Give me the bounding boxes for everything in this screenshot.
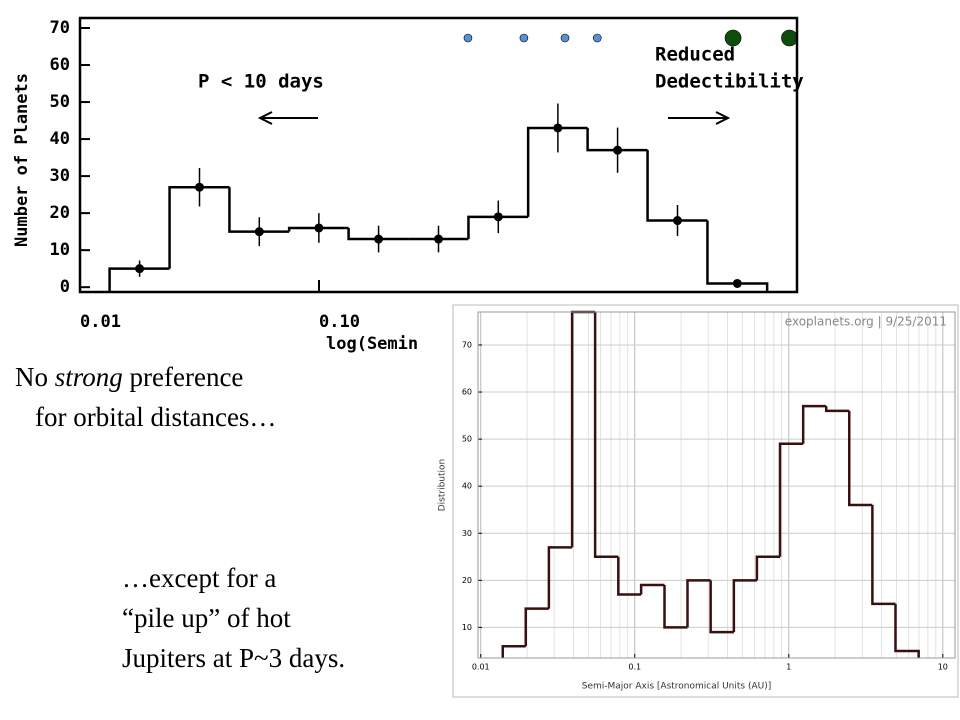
histogram-step — [871, 505, 896, 606]
x-tick-label: 0.01 — [472, 663, 490, 672]
y-tick-label: 50 — [462, 435, 472, 444]
data-point — [254, 227, 264, 237]
note-line: No strong preference — [15, 357, 276, 397]
histogram-step — [646, 150, 708, 222]
histogram-step — [709, 580, 734, 634]
emphasis: strong — [54, 362, 123, 392]
y-tick-label: 30 — [50, 166, 70, 186]
y-tick-label: 40 — [50, 129, 70, 149]
data-point — [374, 234, 384, 244]
data-point — [135, 264, 145, 274]
x-tick-label: 10 — [938, 663, 948, 672]
histogram-step — [168, 185, 230, 269]
histogram-step — [824, 406, 850, 413]
planet-marker — [724, 29, 742, 47]
y-tick-label: 30 — [462, 529, 472, 538]
data-point — [613, 145, 623, 155]
y-tick-label: 70 — [462, 340, 472, 349]
note-line: …except for a — [122, 563, 277, 593]
plot-frame — [477, 311, 956, 659]
histogram-step — [663, 585, 688, 629]
note-1: No strong preference for orbital distanc… — [15, 357, 276, 437]
annotation: Dedectibility — [655, 71, 804, 93]
plot-area — [478, 312, 955, 658]
text: preference — [129, 362, 244, 392]
histogram-step — [755, 555, 780, 581]
y-axis-label: Distribution — [438, 459, 448, 512]
histogram-step — [467, 215, 529, 240]
note-line: for orbital distances… — [35, 402, 277, 432]
x-axis-label: Semi-Major Axis [Astronomical Units (AU)… — [582, 682, 772, 692]
y-tick-label: 0 — [60, 277, 70, 297]
histogram-step — [848, 410, 873, 507]
histogram-step — [526, 126, 588, 217]
arrow — [668, 111, 731, 125]
histogram-step — [108, 267, 170, 292]
histogram-step — [287, 226, 349, 232]
y-tick-label: 60 — [462, 388, 472, 397]
histogram-step — [524, 607, 549, 647]
planet-marker — [781, 29, 798, 47]
y-tick-label: 50 — [50, 92, 70, 112]
histogram-step — [586, 127, 648, 152]
x-axis-label: log(Semin — [326, 334, 418, 354]
data-point — [314, 223, 324, 233]
y-tick-label: 10 — [462, 623, 472, 632]
annotation: P < 10 days — [198, 71, 324, 93]
histogram-step — [347, 227, 409, 241]
data-point — [195, 182, 205, 192]
y-tick-label: 10 — [50, 240, 70, 260]
arrow — [257, 111, 318, 125]
data-point — [732, 278, 742, 288]
x-tick-label: 0.1 — [628, 663, 641, 672]
planet-marker — [592, 33, 602, 43]
histogram-step — [501, 644, 526, 658]
note-line: Jupiters at P~3 days. — [122, 643, 346, 673]
planet-marker — [519, 33, 529, 43]
planet-marker — [463, 33, 473, 43]
data-point — [434, 234, 444, 244]
histogram-step — [639, 583, 665, 595]
x-tick-label: 0.10 — [319, 312, 360, 332]
chart-title: exoplanets.org | 9/25/2011 — [785, 315, 947, 329]
annotation: Reduced — [655, 44, 735, 66]
x-tick-label: 0.01 — [80, 312, 121, 332]
histogram-step — [228, 187, 290, 233]
note-2: …except for a “pile up” of hot Jupiters … — [122, 558, 345, 678]
data-point — [553, 123, 563, 133]
y-axis-label: Number of Planets — [12, 73, 32, 247]
y-tick-label: 20 — [50, 203, 70, 223]
data-point — [673, 216, 683, 226]
y-tick-label: 20 — [462, 576, 472, 585]
y-tick-label: 40 — [462, 482, 472, 491]
histogram-step — [732, 579, 757, 633]
histogram-step — [894, 603, 920, 658]
data-point — [493, 212, 503, 222]
histogram-step — [686, 579, 711, 628]
histogram-step — [547, 546, 573, 609]
plot-frame — [78, 16, 799, 294]
histogram-step — [778, 442, 804, 557]
histogram-step — [593, 312, 619, 559]
histogram-step — [617, 556, 642, 596]
y-tick-label: 60 — [50, 55, 70, 75]
y-tick-label: 70 — [50, 18, 70, 38]
x-tick-label: 1 — [786, 663, 791, 672]
planet-marker — [560, 33, 570, 43]
text: No — [15, 362, 48, 392]
note-line: “pile up” of hot — [122, 603, 291, 633]
histogram-step — [801, 404, 827, 444]
